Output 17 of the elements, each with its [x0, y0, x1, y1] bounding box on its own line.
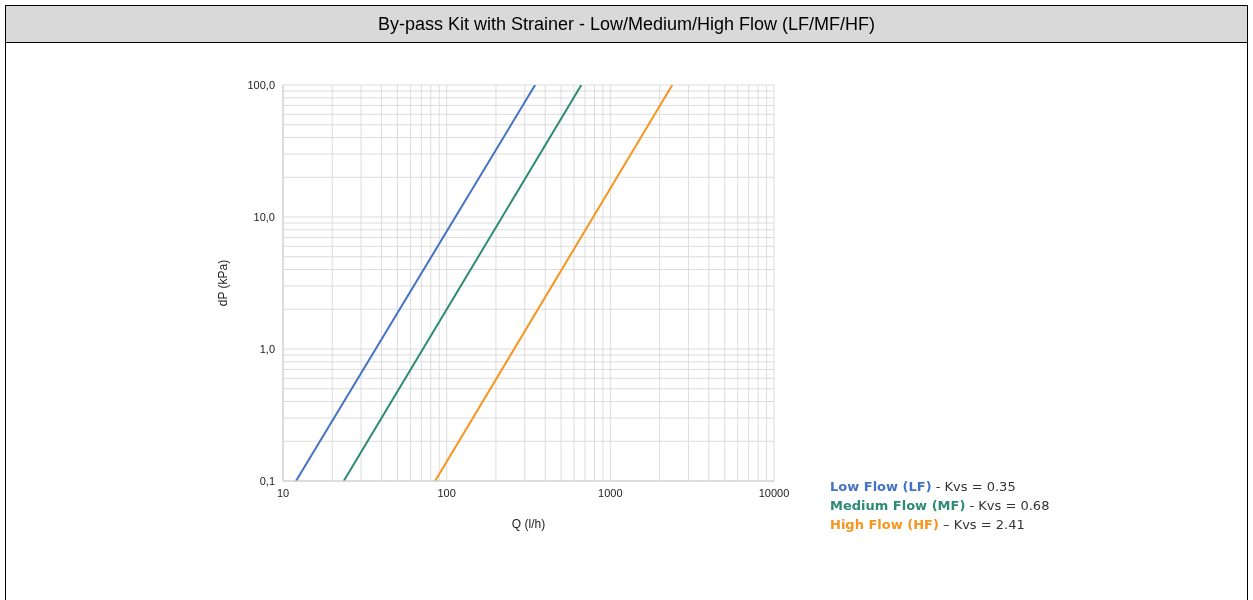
y-tick-label: 100,0 [247, 78, 275, 91]
x-tick-label: 1000 [598, 486, 623, 499]
y-axis-title: dP (kPa) [216, 259, 231, 307]
text: – Kvs = 2.41 [942, 517, 1025, 532]
x-axis-title: Q (l/h) [511, 517, 546, 531]
y-tick-label: 10,0 [253, 210, 275, 223]
x-tick-label: 10000 [758, 486, 790, 499]
chart-title: By-pass Kit with Strainer - Low/Medium/High Flow (LF/MF/HF) [6, 6, 1247, 43]
x-tick-label: 100 [437, 486, 456, 499]
text: - Kvs = 0.68 [968, 498, 1050, 513]
text: Medium Flow (MF) [830, 498, 966, 513]
y-tick-label: 1,0 [259, 342, 275, 355]
text: High Flow (HF) [830, 517, 939, 532]
x-tick-label: 10 [276, 486, 290, 499]
text: - Kvs = 0.35 [934, 479, 1016, 494]
y-tick-label: 0,1 [259, 474, 275, 487]
text: Low Flow (LF) [830, 479, 932, 494]
